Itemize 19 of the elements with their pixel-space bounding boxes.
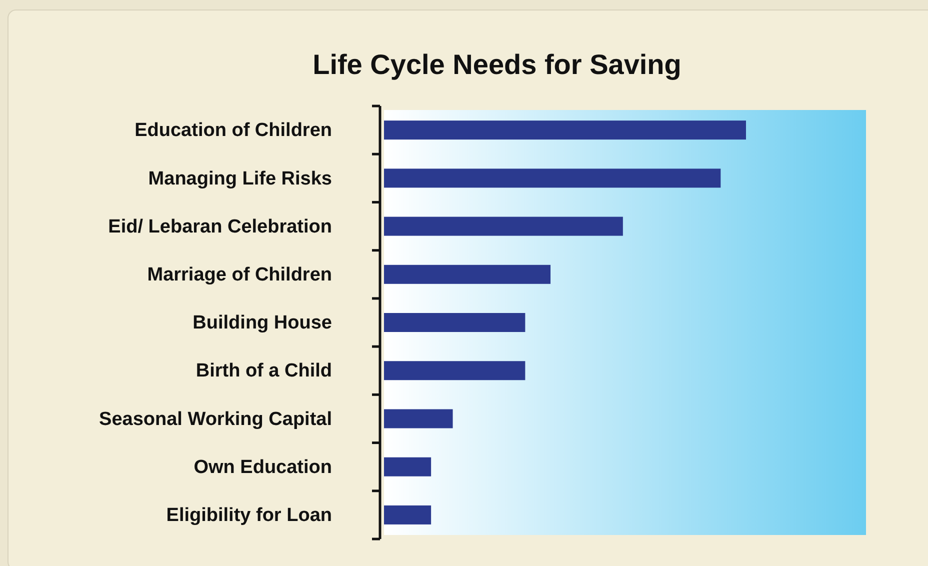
bar: [384, 168, 721, 188]
y-tick-label: Seasonal Working Capital: [99, 408, 332, 430]
y-tick-label: Managing Life Risks: [148, 168, 332, 190]
y-tick-label: Building House: [192, 312, 332, 334]
bar: [384, 361, 526, 380]
bar: [384, 457, 432, 476]
bar: [384, 505, 432, 524]
bar: [384, 216, 623, 236]
bar: [384, 120, 746, 140]
y-tick-label: Education of Children: [134, 120, 332, 142]
bar: [384, 264, 551, 284]
bar: [384, 313, 526, 332]
bar: [384, 409, 453, 428]
y-tick-label: Eid/ Lebaran Celebration: [108, 216, 332, 238]
chart-title: Life Cycle Needs for Saving: [312, 49, 682, 80]
y-tick-label: Marriage of Children: [147, 264, 332, 286]
y-tick-label: Birth of a Child: [196, 360, 332, 382]
y-tick-label: Eligibility for Loan: [166, 505, 332, 526]
y-tick-label: Own Education: [194, 456, 332, 478]
